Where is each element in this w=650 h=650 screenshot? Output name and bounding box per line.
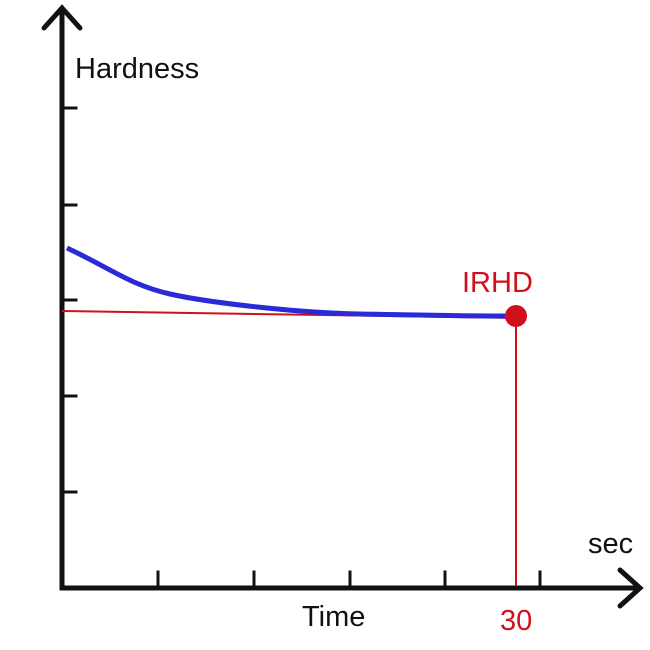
x-axis-label: Time <box>302 601 365 633</box>
axes <box>41 4 644 609</box>
x-unit-label: sec <box>588 528 633 560</box>
hardness-curve <box>65 245 506 319</box>
y-ticks <box>60 106 78 494</box>
marker-time: 30 <box>500 605 532 637</box>
marker-label: IRHD <box>462 267 533 299</box>
x-ticks <box>156 570 542 590</box>
y-axis-label: Hardness <box>75 53 199 85</box>
irhd-point <box>505 305 527 327</box>
